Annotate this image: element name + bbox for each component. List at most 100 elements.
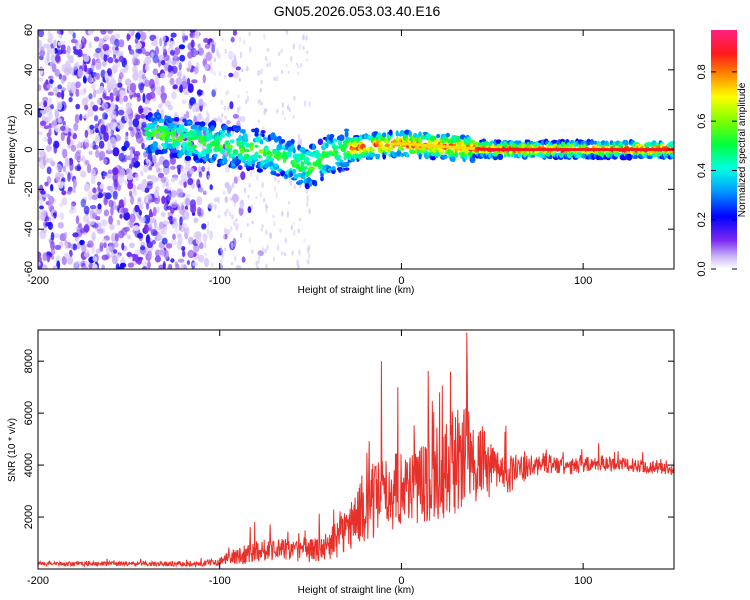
spectrogram-ridge-cell [205,129,210,136]
spectrogram-ridge-cell [344,130,349,138]
spectrogram-noise-cell [59,212,65,220]
spectrogram-noise-cell [148,212,154,218]
spectrogram-faint-cell [277,51,281,57]
spectrogram-noise-cell [128,30,134,34]
spectrogram-noise-cell [117,124,124,130]
spectrogram-noise-cell [175,77,183,85]
spectrogram-noise-cell [145,196,149,204]
spectrogram-ridge-cell [150,116,154,122]
spectrogram-ridge-cell [263,150,267,157]
spectrogram-noise-cell [100,219,108,227]
spectrogram-noise-cell [160,59,166,66]
spectrogram-faint-cell [202,91,205,97]
spectrogram-noise-cell [137,197,142,203]
spectrogram-noise-cell [115,96,120,102]
spectrogram-noise-cell [235,66,241,71]
spectrogram-noise-cell [39,67,43,76]
spectrogram-faint-cell [201,117,205,123]
spectrogram-ridge-cell [254,144,259,148]
spectrogram-ridge-cell [343,167,350,171]
spectrogram-ridge-cell [374,153,381,158]
spectrogram-noise-cell [126,234,132,240]
spectrogram-noise-cell [83,54,90,63]
spectrogram-noise-cell [112,167,119,176]
spectrogram-faint-cell [284,252,287,256]
spectrogram-faint-cell [261,224,264,228]
spectrogram-ridge-cell [288,170,294,178]
spectrogram-ridge-cell [198,158,204,163]
spectrogram-noise-cell [137,232,143,239]
spectrogram-ridge-cell [187,141,192,147]
x-tick-label: -200 [27,275,49,287]
spectrogram-ridge-cell [173,117,180,122]
spectrogram-faint-cell [269,232,272,238]
spectrogram-faint-cell [220,258,223,265]
spectrogram-noise-cell [118,199,125,210]
spectrogram-ridge-cell [343,155,347,161]
spectrogram-noise-cell [73,178,77,189]
spectrogram-noise-cell [207,202,214,209]
spectrogram-noise-cell [82,214,90,223]
spectrogram-faint-cell [211,54,214,59]
spectrogram-ridge-cell [254,132,259,137]
spectrogram-faint-cell [263,33,266,40]
spectrogram-noise-cell [147,260,151,269]
spectrogram-faint-cell [218,53,221,60]
spectrogram-noise-cell [228,50,234,61]
spectrogram-noise-cell [68,54,74,64]
x-tick-label: -200 [27,575,49,587]
spectrogram-noise-cell [184,193,191,198]
y-tick-label: 40 [23,64,35,76]
spectrogram-faint-cell [275,75,279,82]
spectrogram-noise-cell [126,251,132,257]
colorbar-tick-label: 0.4 [696,163,708,178]
spectrogram-faint-cell [209,61,213,68]
spectrogram-ridge-cell [280,139,286,144]
spectrogram-faint-cell [250,204,253,209]
spectrogram-noise-cell [209,184,213,191]
spectrogram-ridge-cell [168,118,175,122]
spectrogram-noise-cell [170,41,175,46]
spectrogram-faint-cell [237,175,240,182]
spectrogram-noise-cell [53,146,57,154]
spectrogram-noise-cell [188,167,195,175]
spectrogram-noise-cell [77,49,83,58]
spectrogram-ridge-cell [239,147,245,154]
spectrogram-faint-cell [248,236,251,244]
spectrogram-noise-cell [88,41,92,49]
spectrogram-noise-cell [196,89,204,96]
spectrogram-noise-cell [183,180,187,188]
spectrogram-noise-cell [101,238,107,243]
spectrogram-noise-cell [104,71,109,81]
spectrogram-faint-cell [265,263,268,269]
spectrogram-noise-cell [50,231,55,241]
spectrogram-ridge-cell [312,143,316,150]
spectrogram-noise-cell [136,134,143,144]
spectrogram-faint-cell [217,51,220,59]
spectrogram-noise-cell [167,64,172,73]
spectrogram-ridge-cell [302,175,306,180]
spectrogram-ridge-cell [304,182,310,190]
spectrogram-faint-cell [217,116,220,121]
spectrogram-noise-cell [62,165,67,173]
spectrogram-noise-cell [113,241,119,248]
spectrogram-noise-cell [181,99,187,105]
spectrogram-noise-cell [134,69,139,75]
spectrogram-noise-cell [230,36,235,43]
spectrogram-noise-cell [124,112,129,122]
spectrogram-faint-cell [249,46,252,53]
spectrogram-ridge-cell [671,153,674,157]
spectrogram-noise-cell [105,246,110,256]
spectrogram-noise-cell [128,146,135,151]
spectrogram-noise-cell [67,131,72,137]
spectrogram-noise-cell [57,41,62,46]
spectrogram-noise-cell [103,242,107,249]
spectrogram-noise-cell [193,244,200,253]
spectrogram-faint-cell [275,191,278,199]
spectrogram-faint-cell [213,57,217,63]
spectrogram-noise-cell [185,35,188,41]
spectrogram-noise-cell [121,158,125,163]
spectrogram-ridge-cell [300,161,305,168]
spectrogram-ridge-cell [249,142,254,148]
